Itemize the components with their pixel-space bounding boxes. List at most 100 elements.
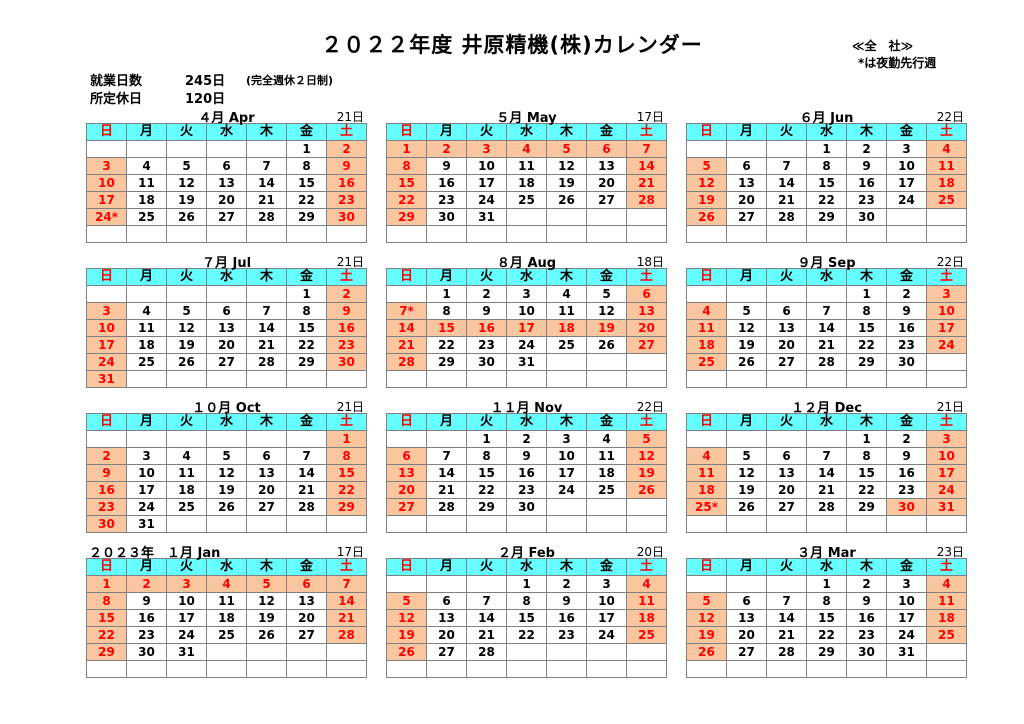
month-header: １１月 Nov 22日 [386,396,667,416]
weekday-header: 火 [766,413,807,431]
holiday-cell: 10 [926,447,967,465]
empty-cell [686,575,727,593]
holiday-cell: 1 [86,575,127,593]
day-cell: 1 [806,575,847,593]
week-row: 20 21 22 23 24 25 26 [386,481,667,499]
weekday-header: 金 [586,413,627,431]
day-cell: 1 [846,430,887,448]
week-row: 4 5 6 7 8 9 10 [686,302,967,320]
empty-cell [626,515,667,533]
day-cell: 6 [246,447,287,465]
empty-cell [286,225,327,243]
day-cell: 15 [846,319,887,337]
empty-cell [686,140,727,158]
empty-cell [126,225,167,243]
empty-cell [466,515,507,533]
holiday-cell: 14 [626,157,667,175]
holiday-cell: 5 [246,575,287,593]
week-row [86,660,367,678]
month-label: ９月 Sep [797,256,856,271]
empty-cell [246,430,287,448]
weekday-header: 月 [426,268,467,286]
week-row: 28 29 30 31 [386,353,667,371]
day-cell: 15 [806,174,847,192]
weekday-header: 月 [126,558,167,576]
holiday-cell: 11 [686,464,727,482]
holiday-cell: 20 [626,319,667,337]
day-cell: 23 [846,191,887,209]
day-cell: 8 [846,447,887,465]
holiday-cell: 5 [686,592,727,610]
empty-cell [86,225,127,243]
day-cell: 5 [726,302,767,320]
month-header: ２月 Feb 20日 [386,541,667,561]
day-cell: 9 [886,302,927,320]
holiday-cell: 30 [86,515,127,533]
weekday-header: 木 [246,413,287,431]
empty-cell [466,225,507,243]
day-cell: 19 [726,336,767,354]
empty-cell [206,370,247,388]
month-label: １２月 Dec [791,401,862,416]
empty-cell [386,225,427,243]
empty-cell [926,370,967,388]
day-cell: 14 [766,609,807,627]
month-header: ６月 Jun 22日 [686,106,967,126]
workdays-summary: 就業日数 245日 (完全週休２日制) [90,70,333,89]
weekday-header: 日 [686,268,727,286]
empty-cell [506,370,547,388]
day-cell: 23 [126,626,167,644]
holidays-value: 120日 [185,92,226,107]
holiday-cell: 9 [326,157,367,175]
weekday-header: 火 [466,268,507,286]
holiday-cell: 28 [326,626,367,644]
day-cell: 29 [286,208,327,226]
weekday-header: 火 [466,558,507,576]
empty-cell [546,225,587,243]
holiday-cell: 11 [926,157,967,175]
day-cell: 23 [886,336,927,354]
weekday-header: 火 [766,268,807,286]
weekday-header: 木 [246,268,287,286]
empty-cell [166,515,207,533]
day-cell: 1 [426,285,467,303]
empty-cell [246,515,287,533]
empty-cell [466,660,507,678]
month-calendar: １２月 Dec 21日日月火水木金土 1 2 3 4 5 6 7 8 9 10 11 12 13 14 15 16… [686,396,967,533]
empty-cell [546,353,587,371]
holiday-cell: 9 [86,464,127,482]
day-cell: 2 [466,285,507,303]
holiday-cell: 30 [886,498,927,516]
empty-cell [246,140,287,158]
day-cell: 22 [506,626,547,644]
empty-cell [286,430,327,448]
day-cell: 22 [426,336,467,354]
week-row: 17 18 19 20 21 22 23 [86,191,367,209]
weekday-header: 月 [726,123,767,141]
holiday-cell: 19 [586,319,627,337]
day-cell: 23 [886,481,927,499]
day-cell: 11 [166,464,207,482]
holiday-cell: 24 [926,336,967,354]
day-cell: 1 [286,140,327,158]
empty-cell [926,353,967,371]
day-cell: 3 [886,575,927,593]
day-cell: 13 [766,464,807,482]
weekday-header: 土 [926,558,967,576]
month-table: 日月火水木金土 1 2 3 4 5 6 7 8 9 10 11 12 13 14 15 16 17 18 19 20 21… [386,123,667,243]
week-row: 10 11 12 13 14 15 16 [86,319,367,337]
day-cell: 21 [246,191,287,209]
holidays-label: 所定休日 [90,92,143,107]
empty-cell [926,660,967,678]
week-row: 26 27 28 29 30 [686,208,967,226]
empty-cell [126,285,167,303]
weekday-header: 金 [886,123,927,141]
day-cell: 29 [846,353,887,371]
day-cell: 12 [166,174,207,192]
day-cell: 16 [846,174,887,192]
scope-label: ≪全 社≫ [852,39,914,53]
day-cell: 21 [426,481,467,499]
holiday-cell: 26 [386,643,427,661]
